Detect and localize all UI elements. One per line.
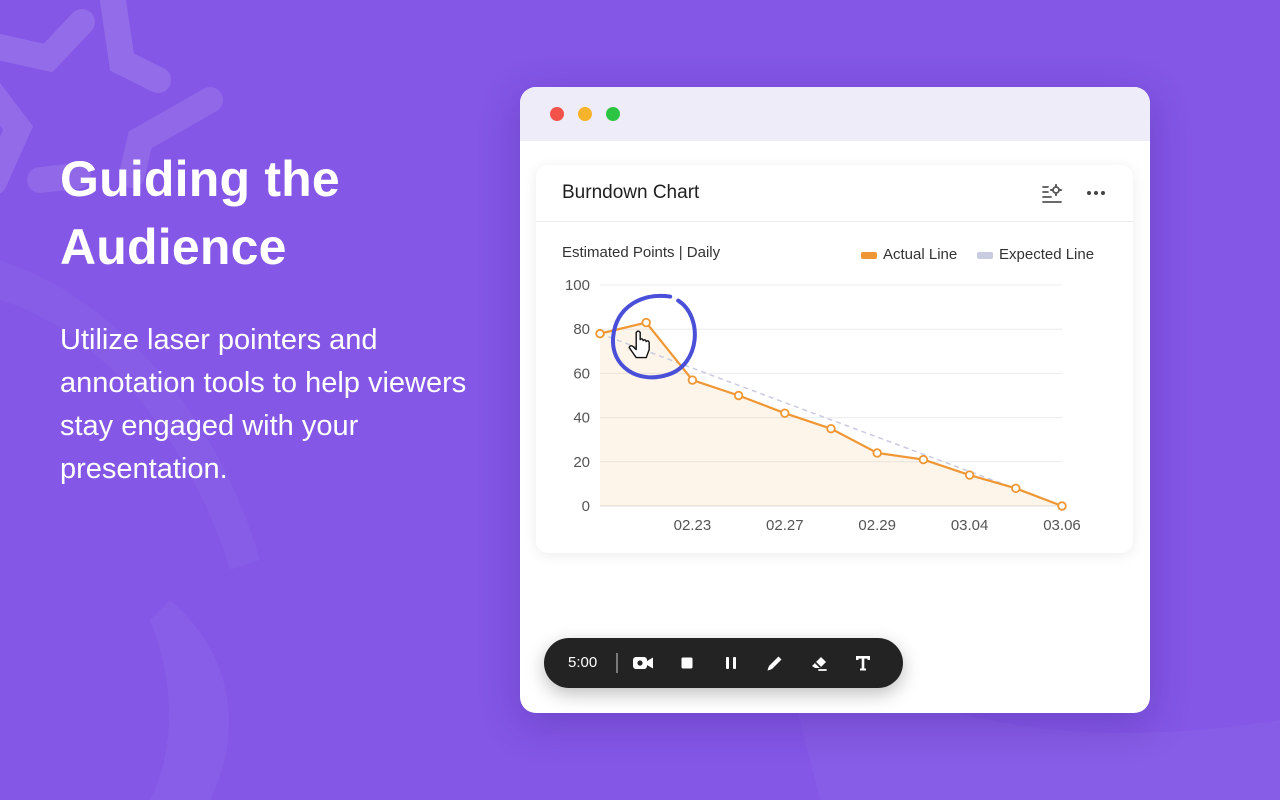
legend-expected-label: Expected Line xyxy=(999,246,1094,263)
actual-data-point xyxy=(826,423,836,434)
actual-data-point xyxy=(595,328,605,339)
app-window: Burndown Chart xyxy=(520,87,1150,713)
plot-area: 100 80 60 40 20 0 02.23 02.27 02.29 03.04 03.06 xyxy=(565,277,1081,534)
camera-icon[interactable] xyxy=(631,651,655,675)
y-tick-label: 60 xyxy=(573,365,590,382)
actual-data-point xyxy=(687,375,698,385)
card-actions xyxy=(1041,182,1107,204)
card-header: Burndown Chart xyxy=(536,165,1133,222)
y-tick-label: 0 xyxy=(582,498,590,515)
stop-icon[interactable] xyxy=(675,651,699,675)
chart-settings-icon[interactable] xyxy=(1041,182,1063,204)
burndown-chart-card: Burndown Chart xyxy=(536,165,1133,553)
chart-legend: Actual Line Expected Line xyxy=(861,246,1094,263)
actual-data-point xyxy=(733,390,744,401)
x-tick-label: 03.04 xyxy=(951,517,989,534)
hero-subtitle: Utilize laser pointers and annotation to… xyxy=(60,324,467,485)
chart-subtitle: Estimated Points | Daily xyxy=(562,244,721,261)
annotation-circle xyxy=(611,293,697,380)
burndown-chart: Estimated Points | Daily Actual Line Exp… xyxy=(562,244,1094,534)
close-window-button[interactable] xyxy=(550,107,564,121)
hero-section: Guiding the Audience Utilize laser point… xyxy=(60,145,480,491)
y-tick-label: 100 xyxy=(565,277,590,294)
pen-icon[interactable] xyxy=(763,651,787,675)
actual-data-point xyxy=(1057,501,1067,511)
pause-icon[interactable] xyxy=(719,651,743,675)
legend-item-actual[interactable]: Actual Line xyxy=(861,246,957,263)
actual-data-point xyxy=(918,454,929,465)
hand-pointer-cursor-icon xyxy=(628,330,650,359)
y-tick-label: 80 xyxy=(573,321,590,338)
actual-data-point xyxy=(872,448,882,458)
x-tick-label: 03.06 xyxy=(1043,517,1081,534)
actual-area xyxy=(600,322,1062,506)
x-tick-label: 02.29 xyxy=(858,517,896,534)
legend-expected-swatch xyxy=(977,252,993,259)
actual-data-point xyxy=(1011,483,1021,494)
legend-item-expected[interactable]: Expected Line xyxy=(977,246,1094,263)
presentation-toolbar: 5:00 xyxy=(544,638,903,688)
actual-data-point xyxy=(964,470,975,480)
y-tick-label: 20 xyxy=(573,454,590,471)
y-tick-label: 40 xyxy=(573,410,590,427)
toolbar-divider xyxy=(616,653,618,673)
actual-data-point xyxy=(780,408,790,418)
zoom-window-button[interactable] xyxy=(606,107,620,121)
more-options-icon[interactable] xyxy=(1085,182,1107,204)
hero-title: Guiding the Audience xyxy=(60,151,340,275)
recording-timer: 5:00 xyxy=(568,654,598,671)
window-titlebar xyxy=(520,87,1150,141)
eraser-icon[interactable] xyxy=(807,651,831,675)
legend-actual-label: Actual Line xyxy=(883,246,957,263)
minimize-window-button[interactable] xyxy=(578,107,592,121)
text-icon[interactable] xyxy=(851,651,875,675)
card-title: Burndown Chart xyxy=(562,182,700,203)
legend-actual-swatch xyxy=(861,252,877,259)
x-tick-label: 02.27 xyxy=(766,517,804,534)
actual-data-point xyxy=(641,317,651,328)
x-tick-label: 02.23 xyxy=(674,517,712,534)
